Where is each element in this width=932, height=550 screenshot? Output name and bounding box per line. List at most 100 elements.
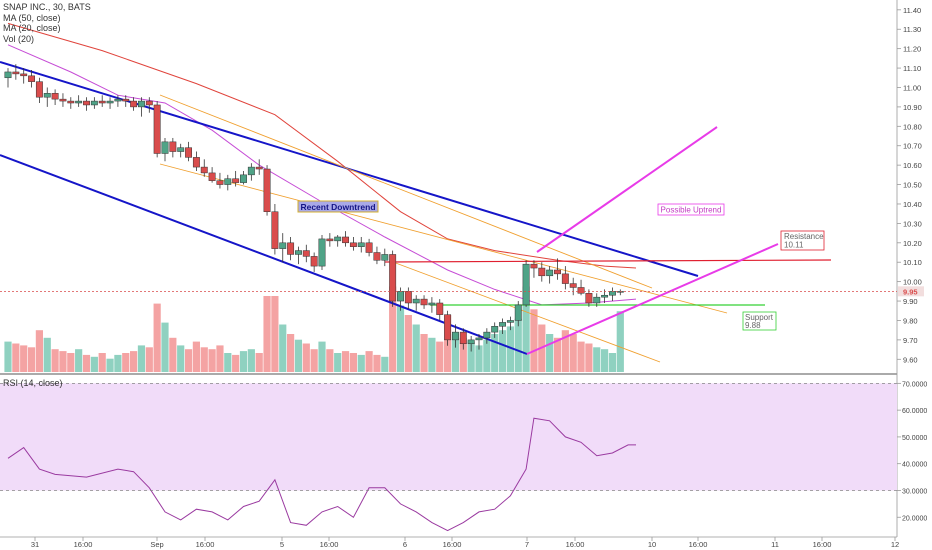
- candle[interactable]: [428, 297, 436, 313]
- candle[interactable]: [130, 97, 138, 111]
- candle[interactable]: [247, 163, 255, 181]
- candle[interactable]: [200, 159, 208, 177]
- volume-bar: [161, 322, 169, 372]
- candle[interactable]: [365, 238, 373, 257]
- candle[interactable]: [240, 170, 247, 185]
- candle[interactable]: [357, 236, 365, 253]
- candle[interactable]: [522, 260, 530, 307]
- candle[interactable]: [546, 266, 554, 284]
- candle[interactable]: [90, 97, 98, 109]
- volume-bar: [553, 337, 562, 372]
- time-tick-label: 12: [891, 540, 899, 549]
- candle[interactable]: [467, 335, 475, 352]
- ma20-legend[interactable]: MA (20, close): [3, 23, 61, 33]
- candle[interactable]: [51, 89, 59, 105]
- candle[interactable]: [67, 97, 75, 109]
- candle-body: [365, 242, 373, 253]
- candle[interactable]: [98, 95, 106, 107]
- volume-bar: [145, 347, 153, 372]
- volume-bar: [279, 324, 287, 372]
- candle-body: [130, 100, 138, 108]
- candle[interactable]: [506, 316, 514, 331]
- candle[interactable]: [161, 137, 169, 162]
- candle[interactable]: [263, 165, 271, 216]
- candle[interactable]: [75, 95, 83, 107]
- candle[interactable]: [436, 299, 444, 321]
- rsi-legend[interactable]: RSI (14, close): [3, 378, 63, 388]
- candle[interactable]: [216, 172, 224, 189]
- time-tick-label: 16:00: [443, 540, 462, 549]
- candle[interactable]: [287, 236, 295, 261]
- candle[interactable]: [138, 97, 145, 117]
- candle[interactable]: [561, 266, 569, 290]
- price-pane[interactable]: [0, 0, 897, 372]
- candle[interactable]: [12, 64, 20, 80]
- candle[interactable]: [232, 170, 240, 187]
- candle[interactable]: [122, 95, 130, 107]
- candle[interactable]: [530, 260, 538, 278]
- candle[interactable]: [499, 318, 507, 335]
- candle[interactable]: [28, 70, 36, 88]
- candle[interactable]: [20, 68, 28, 84]
- price-tick-label: 9.80: [903, 316, 918, 325]
- candle[interactable]: [381, 248, 389, 267]
- candle[interactable]: [279, 233, 287, 263]
- candle[interactable]: [59, 93, 67, 107]
- ma50-legend[interactable]: MA (50, close): [3, 12, 61, 23]
- candle[interactable]: [412, 295, 420, 311]
- candle[interactable]: [349, 236, 357, 251]
- candle[interactable]: [491, 322, 499, 338]
- candle[interactable]: [483, 328, 491, 344]
- candle[interactable]: [569, 277, 577, 296]
- candle[interactable]: [185, 141, 193, 162]
- price-tick-label: 11.30: [903, 25, 921, 34]
- candle[interactable]: [114, 95, 122, 107]
- candle[interactable]: [452, 324, 459, 348]
- candle[interactable]: [318, 235, 326, 270]
- candle[interactable]: [538, 262, 546, 282]
- candle[interactable]: [302, 244, 310, 263]
- candle[interactable]: [295, 246, 302, 265]
- candle[interactable]: [326, 233, 334, 247]
- time-tick-label: Sep: [150, 540, 163, 549]
- candle[interactable]: [420, 295, 428, 309]
- candle[interactable]: [153, 101, 161, 158]
- price-tick-label: 9.60: [903, 355, 918, 364]
- candle[interactable]: [177, 143, 185, 158]
- candle[interactable]: [208, 167, 216, 183]
- price-tick-label: 10.10: [903, 258, 922, 267]
- volume-legend[interactable]: Vol (20): [3, 33, 35, 44]
- candle[interactable]: [106, 97, 114, 109]
- candle[interactable]: [145, 97, 153, 113]
- candle[interactable]: [83, 97, 90, 111]
- candle[interactable]: [514, 301, 522, 327]
- volume-bar: [90, 356, 98, 372]
- resistance-line: [384, 259, 832, 263]
- candle[interactable]: [585, 289, 593, 307]
- candle[interactable]: [334, 235, 342, 247]
- candle[interactable]: [342, 231, 350, 247]
- candle[interactable]: [35, 77, 43, 104]
- candle[interactable]: [475, 334, 483, 350]
- candle[interactable]: [169, 137, 177, 158]
- candle[interactable]: [192, 151, 200, 171]
- candle[interactable]: [271, 203, 279, 255]
- volume-bar: [192, 341, 200, 372]
- symbol-title[interactable]: SNAP INC., 30, BATS: [3, 2, 91, 12]
- candle[interactable]: [389, 250, 397, 307]
- candle[interactable]: [444, 310, 452, 346]
- candle[interactable]: [310, 252, 318, 272]
- candle[interactable]: [459, 328, 467, 350]
- candle[interactable]: [593, 293, 601, 307]
- volume-bar: [287, 334, 295, 372]
- candle[interactable]: [255, 159, 263, 175]
- candle[interactable]: [4, 68, 12, 88]
- support-label: Support: [745, 313, 774, 322]
- candle[interactable]: [43, 87, 51, 107]
- uptrend-line-upper: [536, 126, 718, 253]
- candle[interactable]: [373, 246, 381, 265]
- candle[interactable]: [554, 258, 561, 280]
- candle[interactable]: [577, 279, 585, 296]
- candle[interactable]: [224, 174, 232, 191]
